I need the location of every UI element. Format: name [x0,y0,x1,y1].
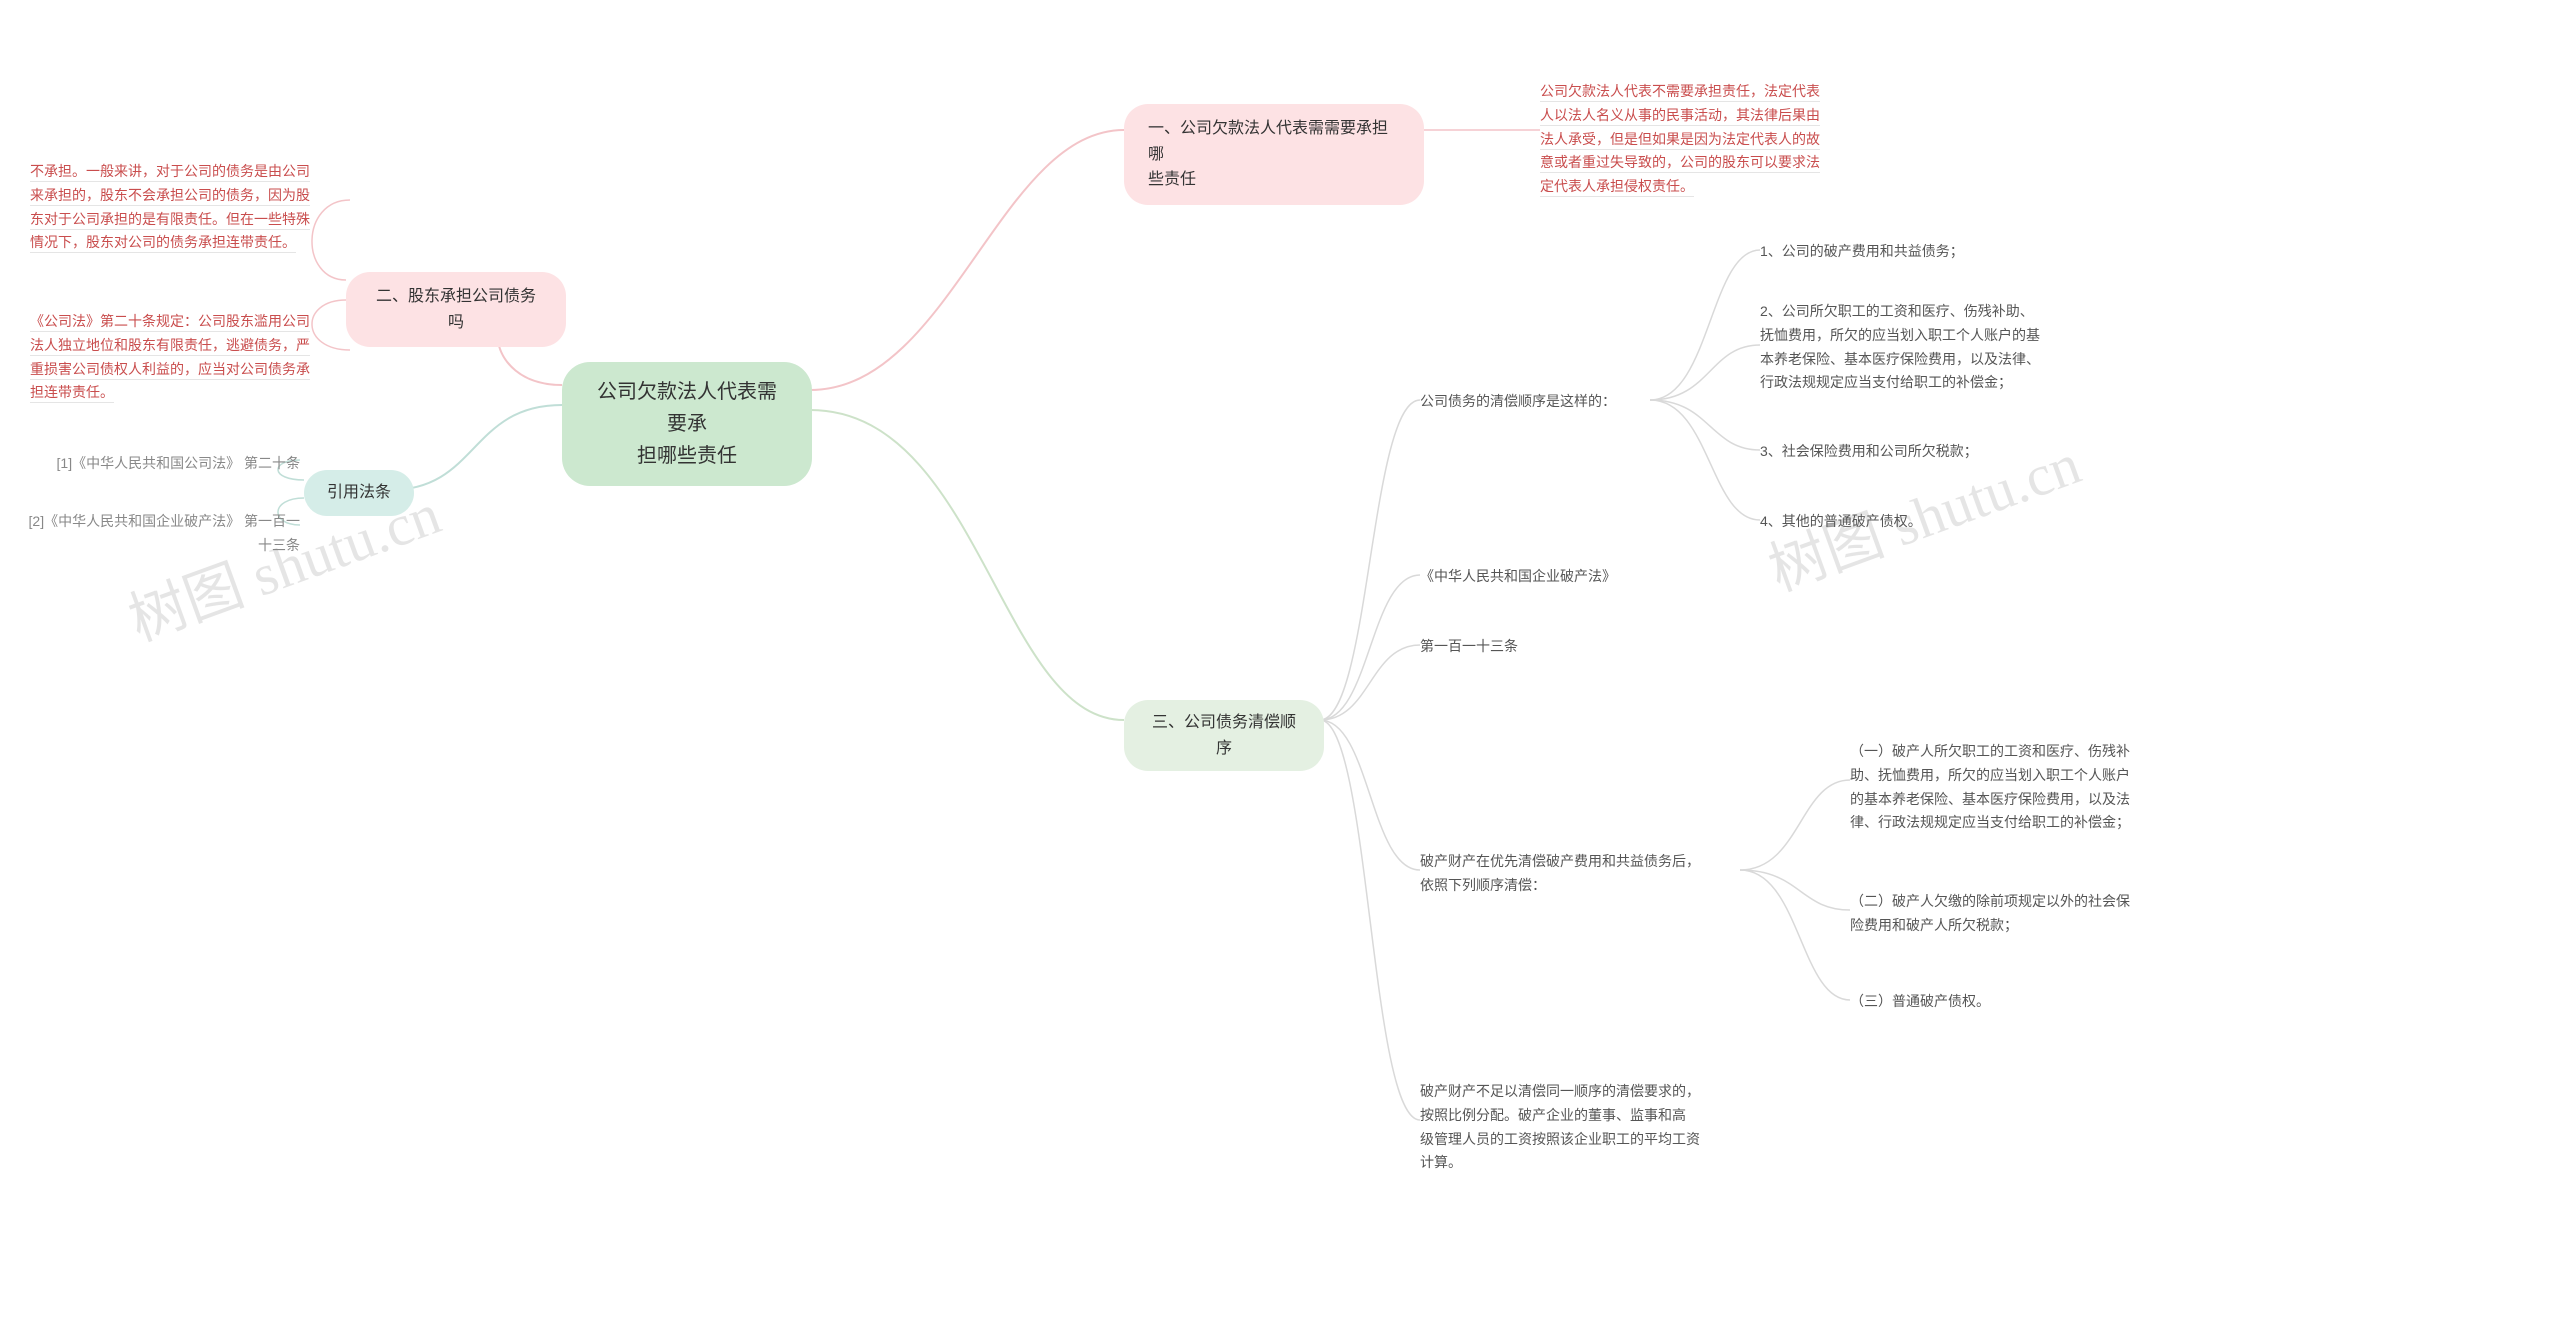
branch-1-label: 一、公司欠款法人代表需需要承担哪 些责任 [1148,116,1400,193]
b3c1-item-3: 3、社会保险费用和公司所欠税款； [1760,440,2080,464]
branch-3[interactable]: 三、公司债务清偿顺序 [1124,700,1324,771]
b3c4-item-2: （二）破产人欠缴的除前项规定以外的社会保 险费用和破产人所欠税款； [1850,890,2180,938]
b3c1-item-2: 2、公司所欠职工的工资和医疗、伤残补助、 抚恤费用，所欠的应当划入职工个人账户的… [1760,300,2090,395]
branch-4[interactable]: 引用法条 [304,470,414,516]
b3c1-item-1: 1、公司的破产费用和共益债务； [1760,240,2080,264]
branch-1-leaf-1: 公司欠款法人代表不需要承担责任，法定代表 人以法人名义从事的民事活动，其法律后果… [1540,80,1860,199]
branch-2-label: 二、股东承担公司债务吗 [370,284,542,335]
branch-2-leaf-2: 《公司法》第二十条规定：公司股东滥用公司 法人独立地位和股东有限责任，逃避债务，… [30,310,350,405]
b3c4-item-3: （三）普通破产债权。 [1850,990,2180,1014]
branch-2-leaf-1: 不承担。一般来讲，对于公司的债务是由公司 来承担的，股东不会承担公司的债务，因为… [30,160,350,255]
root-label: 公司欠款法人代表需要承 担哪些责任 [588,376,786,472]
b3-child-4: 破产财产在优先清偿破产费用和共益债务后， 依照下列顺序清偿： [1420,850,1740,898]
root-node[interactable]: 公司欠款法人代表需要承 担哪些责任 [562,362,812,486]
b3-child-3: 第一百一十三条 [1420,635,1650,659]
b3-child-5: 破产财产不足以清偿同一顺序的清偿要求的， 按照比例分配。破产企业的董事、监事和高… [1420,1080,1740,1175]
branch-4-leaf-2: [2]《中华人民共和国企业破产法》 第一百一 十三条 [10,510,300,558]
b3c1-item-4: 4、其他的普通破产债权。 [1760,510,2080,534]
branch-4-label: 引用法条 [327,480,391,506]
b3-child-1: 公司债务的清偿顺序是这样的： [1420,390,1650,414]
branch-2[interactable]: 二、股东承担公司债务吗 [346,272,566,347]
branch-1[interactable]: 一、公司欠款法人代表需需要承担哪 些责任 [1124,104,1424,205]
branch-3-label: 三、公司债务清偿顺序 [1146,710,1302,761]
branch-4-leaf-1: [1]《中华人民共和国公司法》 第二十条 [40,452,300,476]
b3c4-item-1: （一）破产人所欠职工的工资和医疗、伤残补 助、抚恤费用，所欠的应当划入职工个人账… [1850,740,2180,835]
b3-child-2: 《中华人民共和国企业破产法》 [1420,565,1650,589]
